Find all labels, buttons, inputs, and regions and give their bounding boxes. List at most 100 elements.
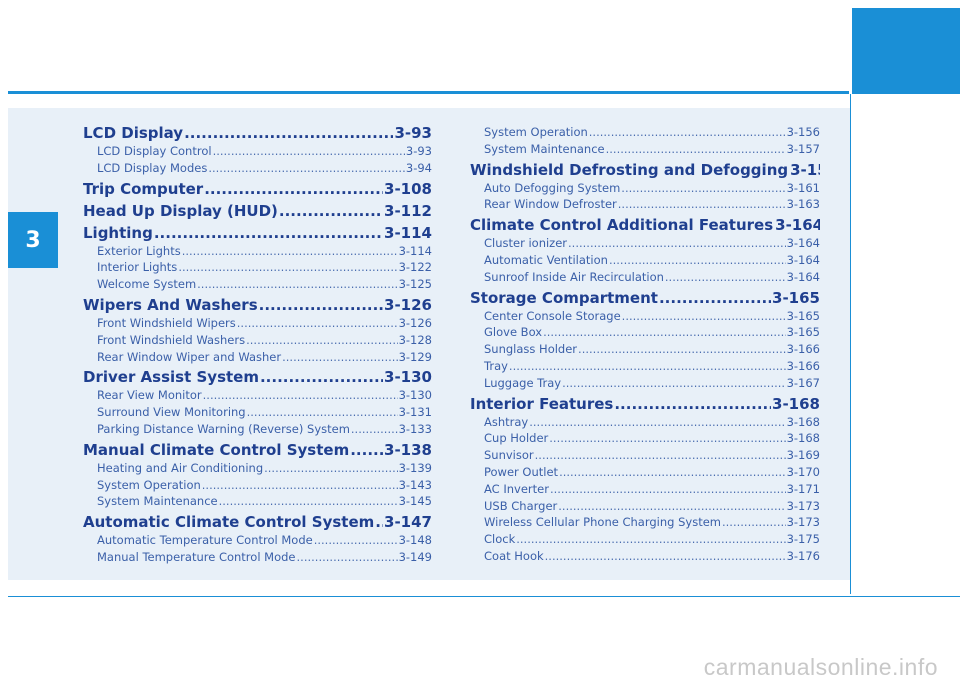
toc-subsection-entry[interactable]: Rear View Monitor 3-130 bbox=[83, 387, 432, 404]
subsection-title: Front Windshield Wipers bbox=[97, 315, 236, 330]
page-number: 3-163 bbox=[786, 197, 820, 212]
dot-leader bbox=[182, 243, 398, 260]
subsection-title: Parking Distance Warning (Reverse) Syste… bbox=[97, 421, 350, 436]
page-number: 3-165 bbox=[772, 288, 820, 307]
dot-leader bbox=[203, 387, 398, 404]
page-number: 3-175 bbox=[786, 532, 820, 547]
toc-section-entry[interactable]: Lighting 3-114 bbox=[83, 224, 432, 243]
page-number: 3-157 bbox=[786, 141, 820, 156]
toc-section-entry[interactable]: Manual Climate Control System 3-138 bbox=[83, 441, 432, 460]
footer-rule bbox=[8, 596, 960, 597]
toc-subsection-entry[interactable]: Auto Defogging System 3-161 bbox=[470, 180, 820, 197]
subsection-title: Center Console Storage bbox=[484, 308, 621, 323]
dot-leader bbox=[606, 141, 786, 158]
section-title: LCD Display bbox=[83, 124, 184, 142]
page-number: 3-133 bbox=[398, 421, 432, 436]
page-number: 3-93 bbox=[394, 124, 432, 142]
toc-subsection-entry[interactable]: Sunvisor 3-169 bbox=[470, 447, 820, 464]
toc-subsection-entry[interactable]: Coat Hook 3-176 bbox=[470, 548, 820, 565]
section-title: Automatic Climate Control System bbox=[83, 513, 375, 532]
toc-subsection-entry[interactable]: Interior Lights 3-122 bbox=[83, 259, 432, 276]
page-number: 3-147 bbox=[384, 513, 432, 532]
section-title: Lighting bbox=[83, 223, 153, 242]
toc-subsection-entry[interactable]: Automatic Temperature Control Mode 3-148 bbox=[83, 532, 432, 549]
toc-subsection-entry[interactable]: Rear Window Wiper and Washer 3-129 bbox=[83, 349, 432, 366]
toc-subsection-entry[interactable]: Front Windshield Washers 3-128 bbox=[83, 332, 432, 349]
toc-subsection-entry[interactable]: LCD Display Control 3-93 bbox=[83, 143, 432, 160]
toc-subsection-entry[interactable]: System Maintenance 3-145 bbox=[83, 493, 432, 510]
toc-subsection-entry[interactable]: AC Inverter 3-171 bbox=[470, 481, 820, 498]
subsection-title: Tray bbox=[484, 358, 508, 373]
toc-subsection-entry[interactable]: System Operation 3-156 bbox=[470, 124, 820, 141]
toc-subsection-entry[interactable]: Tray 3-166 bbox=[470, 358, 820, 375]
dot-leader bbox=[208, 160, 405, 177]
page-number: 3-145 bbox=[398, 494, 432, 509]
toc-subsection-entry[interactable]: Welcome System 3-125 bbox=[83, 276, 432, 293]
toc-section-entry[interactable]: LCD Display 3-93 bbox=[83, 124, 432, 143]
dot-leader bbox=[621, 180, 785, 197]
subsection-title: System Maintenance bbox=[484, 141, 605, 156]
page-number: 3-130 bbox=[384, 368, 432, 387]
subsection-title: AC Inverter bbox=[484, 481, 549, 496]
toc-subsection-entry[interactable]: LCD Display Modes 3-94 bbox=[83, 160, 432, 177]
toc-subsection-entry[interactable]: Rear Window Defroster 3-163 bbox=[470, 196, 820, 213]
toc-subsection-entry[interactable]: System Maintenance 3-157 bbox=[470, 141, 820, 158]
toc-subsection-entry[interactable]: Clock 3-175 bbox=[470, 531, 820, 548]
toc-section-entry[interactable]: Storage Compartment 3-165 bbox=[470, 289, 820, 308]
subsection-title: Rear View Monitor bbox=[97, 388, 202, 403]
page-number: 3-168 bbox=[786, 414, 820, 429]
page-number: 3-165 bbox=[786, 308, 820, 323]
toc-subsection-entry[interactable]: Surround View Monitoring 3-131 bbox=[83, 404, 432, 421]
toc-subsection-entry[interactable]: Front Windshield Wipers 3-126 bbox=[83, 315, 432, 332]
toc-section-entry[interactable]: Driver Assist System 3-130 bbox=[83, 368, 432, 387]
subsection-title: Cup Holder bbox=[484, 431, 549, 446]
dot-leader bbox=[589, 124, 786, 141]
section-title: Storage Compartment bbox=[470, 288, 658, 307]
toc-subsection-entry[interactable]: Center Console Storage 3-165 bbox=[470, 308, 820, 325]
dot-leader bbox=[197, 276, 397, 293]
toc-subsection-entry[interactable]: Sunglass Holder 3-166 bbox=[470, 341, 820, 358]
toc-section-entry[interactable]: Trip Computer 3-108 bbox=[83, 180, 432, 199]
dot-leader bbox=[350, 441, 383, 460]
subsection-title: Sunvisor bbox=[484, 448, 534, 463]
toc-subsection-entry[interactable]: Manual Temperature Control Mode 3-149 bbox=[83, 549, 432, 566]
chapter-tab[interactable]: 3 bbox=[8, 212, 58, 268]
page-number: 3-165 bbox=[786, 325, 820, 340]
section-title: Climate Control Additional Features bbox=[470, 216, 774, 235]
toc-subsection-entry[interactable]: Power Outlet 3-170 bbox=[470, 464, 820, 481]
dot-leader bbox=[722, 514, 786, 531]
subsection-title: Cluster ionizer bbox=[484, 236, 568, 251]
page-number: 3-164 bbox=[786, 236, 820, 251]
dot-leader bbox=[559, 464, 786, 481]
toc-subsection-entry[interactable]: Exterior Lights 3-114 bbox=[83, 243, 432, 260]
toc-section-entry[interactable]: Wipers And Washers 3-126 bbox=[83, 296, 432, 315]
toc-subsection-entry[interactable]: Luggage Tray 3-167 bbox=[470, 375, 820, 392]
toc-subsection-entry[interactable]: Automatic Ventilation 3-164 bbox=[470, 252, 820, 269]
toc-subsection-entry[interactable]: Wireless Cellular Phone Charging System 3… bbox=[470, 514, 820, 531]
chapter-header-block bbox=[852, 8, 960, 94]
toc-subsection-entry[interactable]: Sunroof Inside Air Recirculation 3-164 bbox=[470, 269, 820, 286]
chapter-number: 3 bbox=[25, 227, 41, 253]
subsection-title: Ashtray bbox=[484, 414, 529, 429]
subsection-title: Power Outlet bbox=[484, 464, 559, 479]
toc-section-entry[interactable]: Head Up Display (HUD) 3-112 bbox=[83, 202, 432, 221]
dot-leader bbox=[618, 196, 786, 213]
toc-section-entry[interactable]: Interior Features 3-168 bbox=[470, 395, 820, 414]
toc-section-entry[interactable]: Climate Control Additional Features 3-164 bbox=[470, 216, 820, 235]
dot-leader bbox=[529, 414, 785, 431]
toc-subsection-entry[interactable]: Parking Distance Warning (Reverse) Syste… bbox=[83, 421, 432, 438]
subsection-title: Automatic Ventilation bbox=[484, 252, 608, 267]
page-number: 3-149 bbox=[398, 549, 432, 564]
toc-subsection-entry[interactable]: Cluster ionizer 3-164 bbox=[470, 235, 820, 252]
toc-subsection-entry[interactable]: USB Charger 3-173 bbox=[470, 498, 820, 515]
toc-subsection-entry[interactable]: System Operation 3-143 bbox=[83, 477, 432, 494]
page-number: 3-128 bbox=[398, 332, 432, 347]
toc-subsection-entry[interactable]: Cup Holder 3-168 bbox=[470, 430, 820, 447]
toc-subsection-entry[interactable]: Heating and Air Conditioning 3-139 bbox=[83, 460, 432, 477]
toc-right-column: System Operation 3-156 System Maintenance 3… bbox=[470, 124, 820, 565]
toc-subsection-entry[interactable]: Ashtray 3-168 bbox=[470, 414, 820, 431]
page-number: 3-125 bbox=[398, 277, 432, 292]
toc-subsection-entry[interactable]: Glove Box 3-165 bbox=[470, 324, 820, 341]
toc-section-entry[interactable]: Automatic Climate Control System 3-147 bbox=[83, 513, 432, 532]
